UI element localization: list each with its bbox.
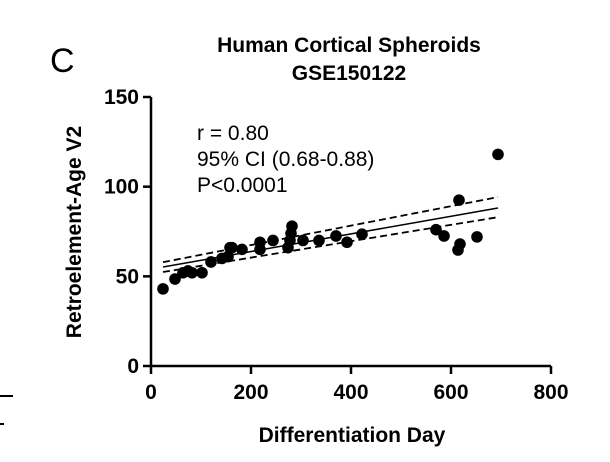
data-point xyxy=(356,228,368,240)
x-tick-label: 0 xyxy=(145,381,157,404)
chart-subtitle: GSE150122 xyxy=(292,62,406,85)
x-tick-label: 400 xyxy=(333,381,368,404)
ci-upper-line xyxy=(162,196,499,264)
data-point xyxy=(186,266,198,279)
y-tick-label: 0 xyxy=(127,355,139,378)
data-point xyxy=(254,243,266,256)
data-point xyxy=(313,234,325,247)
data-point xyxy=(236,243,248,256)
data-point xyxy=(471,231,483,243)
x-tick-label: 200 xyxy=(233,381,268,404)
y-axis: 0 50 100 150 xyxy=(104,86,153,378)
data-point xyxy=(205,256,217,268)
annotation-ci: 95% CI (0.68-0.88) xyxy=(197,148,374,171)
data-point xyxy=(226,241,238,254)
data-point xyxy=(452,244,464,256)
y-tick-label: 150 xyxy=(104,86,139,109)
x-axis: 0 200 400 600 800 xyxy=(145,364,569,404)
data-point xyxy=(297,234,309,247)
data-point xyxy=(492,148,504,161)
data-point xyxy=(267,234,279,247)
data-point xyxy=(341,236,353,249)
data-point xyxy=(286,220,298,232)
annotation-r: r = 0.80 xyxy=(197,122,269,145)
data-point xyxy=(196,266,208,279)
panel-letter: C xyxy=(50,42,75,80)
stats-annotations: r = 0.80 95% CI (0.68-0.88) P<0.0001 xyxy=(197,122,374,197)
annotation-p: P<0.0001 xyxy=(197,174,288,197)
x-axis-label: Differentiation Day xyxy=(259,424,446,447)
y-axis-label: Retroelement-Age V2 xyxy=(63,126,86,338)
x-tick-label: 600 xyxy=(433,381,468,404)
y-tick-label: 50 xyxy=(116,265,139,288)
data-point xyxy=(157,283,169,295)
data-point xyxy=(453,194,465,206)
data-point xyxy=(169,273,181,285)
data-point xyxy=(430,223,442,236)
data-point xyxy=(330,230,342,242)
y-tick-label: 100 xyxy=(104,176,139,199)
chart-title: Human Cortical Spheroids xyxy=(217,34,481,57)
data-points xyxy=(157,148,504,295)
x-tick-label: 800 xyxy=(533,381,568,404)
data-point xyxy=(222,250,234,263)
data-point xyxy=(438,230,450,242)
